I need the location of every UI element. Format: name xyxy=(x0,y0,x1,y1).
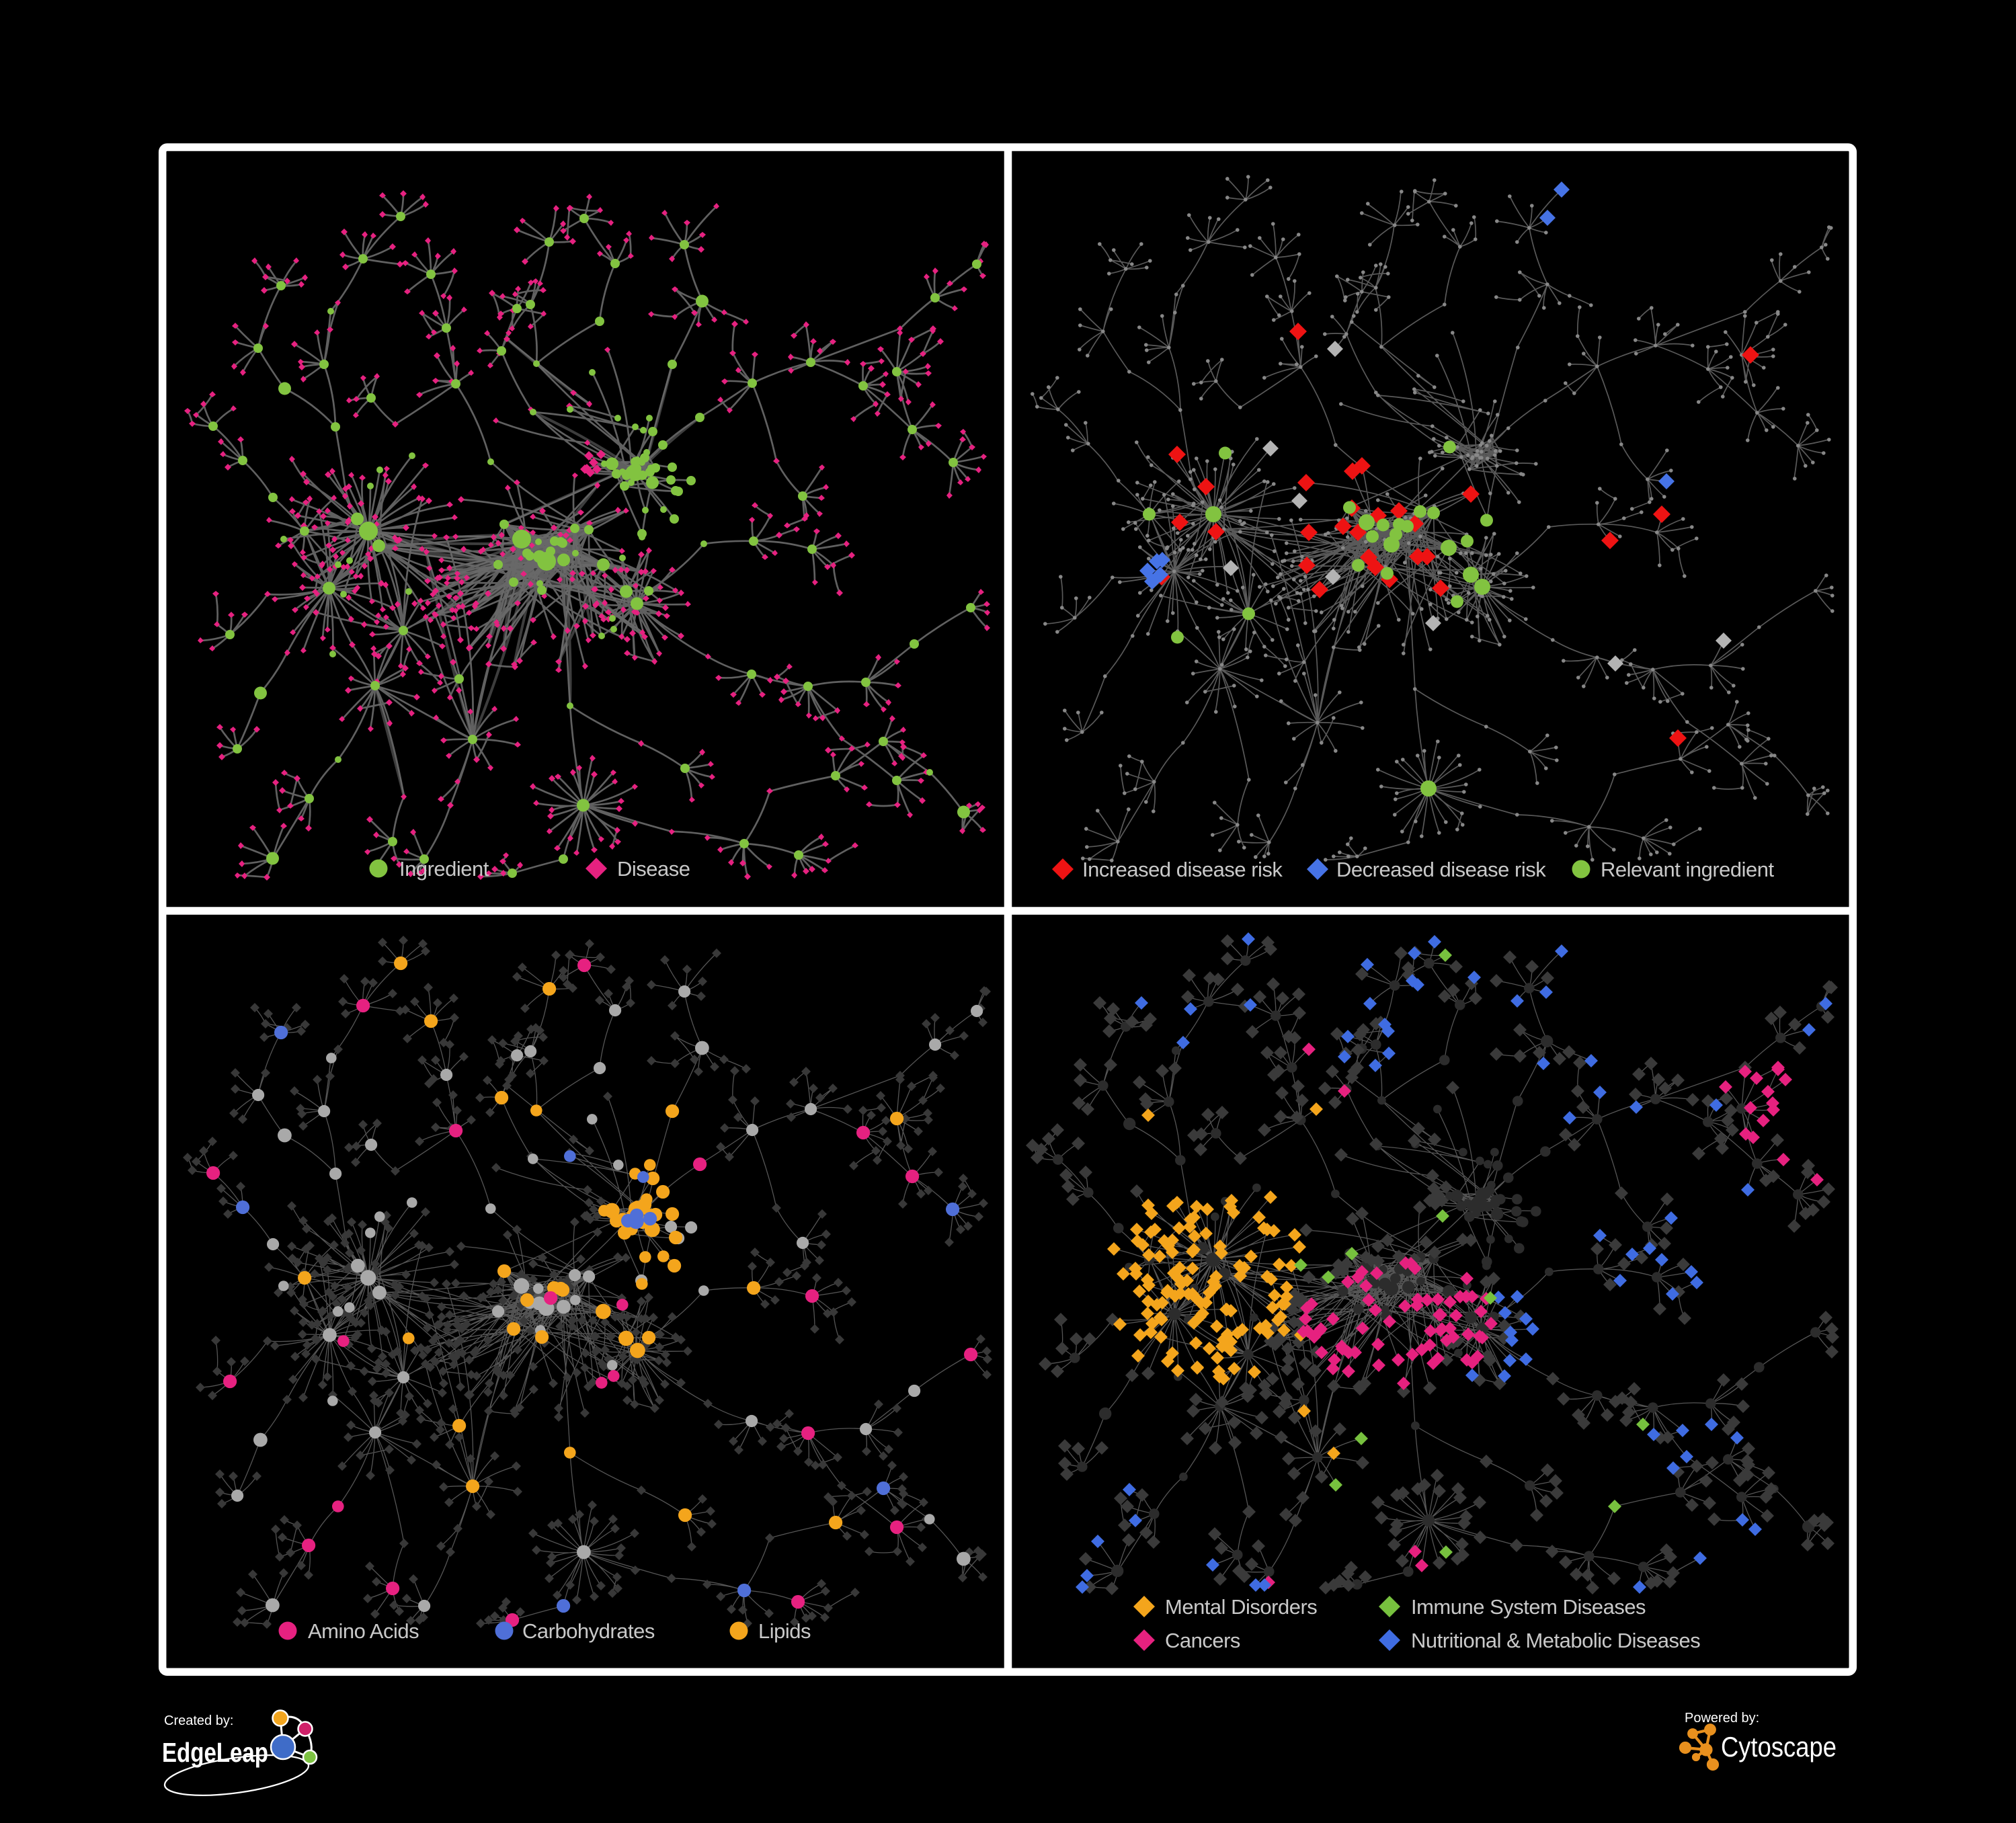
svg-text:Lipids: Lipids xyxy=(758,1619,811,1643)
svg-text:Powered by:: Powered by: xyxy=(1685,1711,1759,1726)
svg-text:Ingredient: Ingredient xyxy=(399,857,489,881)
svg-text:Amino Acids: Amino Acids xyxy=(308,1619,419,1643)
svg-text:Nutritional & Metabolic Diseas: Nutritional & Metabolic Diseases xyxy=(1411,1629,1700,1652)
svg-text:Immune System Diseases: Immune System Diseases xyxy=(1411,1595,1646,1619)
svg-text:Cancers: Cancers xyxy=(1165,1629,1240,1652)
svg-text:Increased disease risk: Increased disease risk xyxy=(1082,858,1283,881)
svg-text:Cytoscape: Cytoscape xyxy=(1721,1731,1837,1763)
svg-text:Created by:: Created by: xyxy=(164,1713,233,1728)
svg-text:Disease: Disease xyxy=(617,857,690,881)
svg-text:EdgeLeap: EdgeLeap xyxy=(162,1737,268,1768)
svg-text:Relevant ingredient: Relevant ingredient xyxy=(1601,858,1775,881)
svg-text:Carbohydrates: Carbohydrates xyxy=(522,1619,655,1643)
svg-text:Mental Disorders: Mental Disorders xyxy=(1165,1595,1317,1619)
svg-text:Decreased disease risk: Decreased disease risk xyxy=(1336,858,1546,881)
